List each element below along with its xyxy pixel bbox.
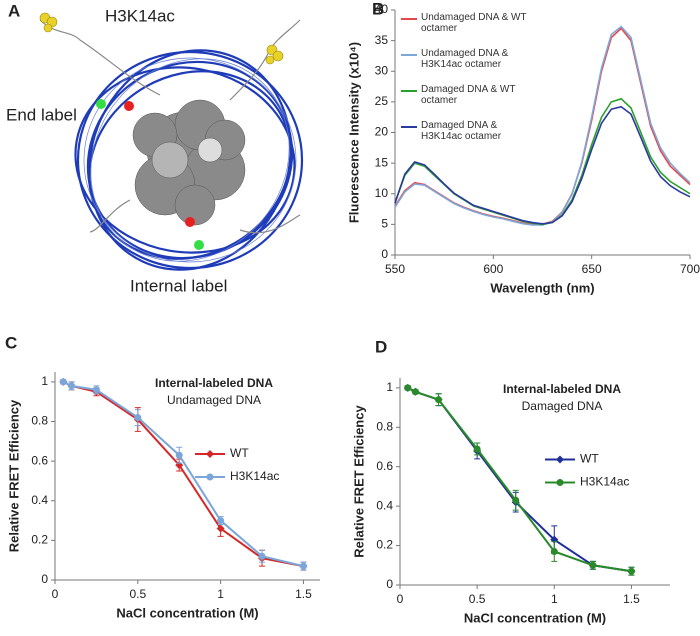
legend-label: H3K14ac [230,469,279,483]
y-tick-label: 5 [381,217,388,231]
marker [258,552,266,560]
x-tick-label: 1.5 [295,587,312,601]
y-tick-label: 25 [375,94,389,108]
y-tick-label: 0.8 [376,419,393,433]
marker [206,473,214,481]
marker [512,496,520,504]
y-axis-label: Relative FRET Efficiency [6,399,21,552]
marker [411,388,419,396]
x-tick-label: 0 [397,592,404,606]
x-axis-label: NaCl concentration (M) [116,605,258,620]
x-tick-label: 0.5 [469,592,486,606]
y-tick-label: 1 [41,374,48,388]
y-tick-label: 0 [381,247,388,261]
series-line [407,386,632,573]
y-tick-label: 15 [375,155,389,169]
x-axis-label: Wavelength (nm) [490,280,594,295]
tail-label: H3K14ac [105,6,175,25]
marker [404,384,412,392]
panel-letter: D [375,337,387,356]
legend-label: Undamaged DNA & WT octamer [421,12,527,34]
y-tick-label: 10 [375,186,389,200]
y-tick-label: 40 [375,2,389,16]
y-tick-label: 0.6 [376,459,393,473]
marker [556,479,564,486]
y-tick-label: 30 [375,63,389,77]
x-tick-label: 0.5 [129,587,146,601]
internal-label: Internal label [130,276,227,295]
x-tick-label: 1 [217,587,224,601]
y-tick-label: 0.4 [376,498,393,512]
y-tick-label: 20 [375,125,389,139]
marker [92,386,100,394]
legend-label: H3K14ac [580,475,629,489]
y-axis-label: Relative FRET Efficiency [351,405,366,558]
y-tick-label: 0.4 [31,493,48,507]
marker [299,562,307,570]
y-tick-label: 35 [375,33,389,47]
annotation: Internal-labeled DNA [503,382,621,396]
marker [59,378,67,386]
marker [550,547,558,555]
x-tick-label: 600 [483,262,503,276]
panel-letter: C [5,333,17,352]
y-tick-label: 0.2 [376,538,393,552]
legend-entry: Undamaged DNA & H3K14ac octamer [421,48,509,70]
annotation: Undamaged DNA [167,393,261,407]
marker [589,561,597,569]
annotation: Damaged DNA [522,399,603,413]
series-line [62,380,304,568]
x-tick-label: 650 [582,262,602,276]
legend-label: Undamaged DNA & H3K14ac octamer [421,48,509,70]
panel-letter: B [372,0,384,18]
legend-label: Damaged DNA & WT octamer [421,84,516,106]
marker [175,451,183,459]
y-tick-label: 0.8 [31,414,48,428]
annotation: Internal-labeled DNA [155,376,273,390]
y-axis-label: Fluorescence Intensity (x10⁴) [346,42,361,223]
marker [435,396,443,404]
marker [68,382,76,390]
legend-entry: Damaged DNA & WT octamer [421,84,516,106]
legend-entry: Undamaged DNA & WT octamer [421,12,527,34]
legend-label: Damaged DNA & H3K14ac octamer [421,120,502,142]
y-tick-label: 0.2 [31,533,48,547]
marker [217,517,225,525]
end-label: End label [6,105,77,124]
marker [473,445,481,453]
x-tick-label: 700 [680,262,700,276]
legend-label: WT [230,446,249,460]
panel-letter: A [8,1,20,20]
marker [206,450,214,458]
y-tick-label: 0 [41,572,48,586]
y-tick-label: 0.6 [31,453,48,467]
legend-label: WT [580,452,599,466]
marker [216,524,225,533]
x-tick-label: 1 [551,592,558,606]
marker [627,567,635,575]
x-tick-label: 0 [52,587,59,601]
nucleosome-illustration [39,12,304,271]
marker [134,414,142,422]
y-tick-label: 1 [386,380,393,394]
y-tick-label: 0 [386,577,393,591]
series-line [394,105,691,225]
x-tick-label: 550 [385,262,405,276]
x-tick-label: 1.5 [623,592,640,606]
x-axis-label: NaCl concentration (M) [464,610,606,625]
marker [556,455,564,464]
legend-entry: Damaged DNA & H3K14ac octamer [421,120,502,142]
